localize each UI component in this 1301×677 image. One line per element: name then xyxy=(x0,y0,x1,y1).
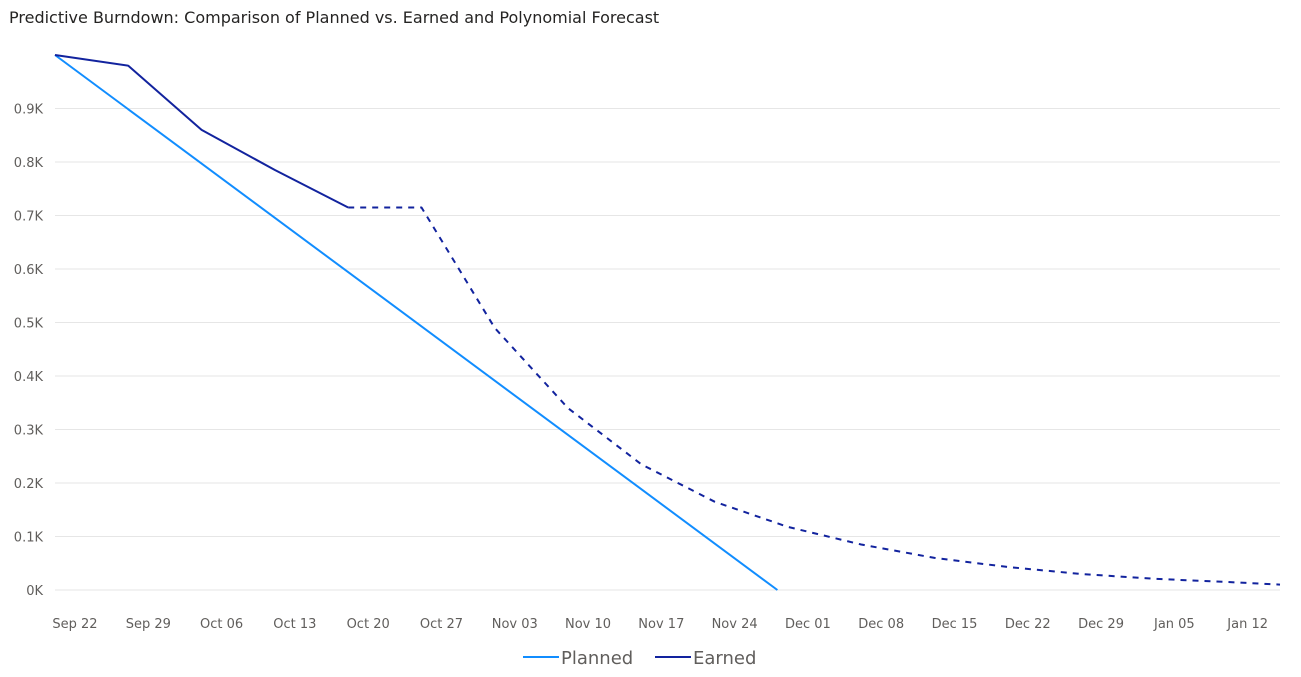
chart-title: Predictive Burndown: Comparison of Plann… xyxy=(9,8,660,27)
legend-item-earned[interactable]: Earned xyxy=(655,648,756,669)
x-axis-ticks: Sep 22 Sep 29 Oct 06 Oct 13 Oct 20 Oct 27 Nov … xyxy=(52,617,1268,632)
x-tick-label: Sep 22 xyxy=(52,617,97,632)
y-axis-ticks: 0K 0.1K 0.2K 0.3K 0.4K 0.5K 0.6K 0.7K 0.8K 0.9K xyxy=(14,103,44,600)
x-tick-label: Oct 13 xyxy=(273,617,316,632)
x-tick-label: Nov 03 xyxy=(492,617,538,632)
x-tick-label: Jan 05 xyxy=(1153,617,1195,632)
x-tick-label: Nov 10 xyxy=(565,617,611,632)
x-tick-label: Nov 17 xyxy=(638,617,684,632)
series-line-planned[interactable] xyxy=(54,54,778,591)
legend-label: Planned xyxy=(561,648,633,669)
y-tick-label: 0.5K xyxy=(14,317,44,332)
y-tick-label: 0.3K xyxy=(14,424,44,439)
y-tick-label: 0K xyxy=(26,584,43,599)
x-tick-label: Oct 27 xyxy=(420,617,463,632)
y-tick-label: 0.8K xyxy=(14,156,44,171)
x-tick-label: Sep 29 xyxy=(126,617,171,632)
y-tick-label: 0.4K xyxy=(14,370,44,385)
y-tick-label: 0.1K xyxy=(14,531,44,546)
y-tick-label: 0.6K xyxy=(14,263,44,278)
x-tick-label: Oct 20 xyxy=(347,617,390,632)
legend-item-planned[interactable]: Planned xyxy=(523,648,633,669)
x-tick-label: Nov 24 xyxy=(712,617,758,632)
x-tick-label: Dec 22 xyxy=(1005,617,1051,632)
x-tick-label: Dec 08 xyxy=(858,617,904,632)
gridlines xyxy=(55,108,1280,591)
legend[interactable]: Planned Earned xyxy=(523,648,756,669)
x-tick-label: Dec 15 xyxy=(932,617,978,632)
x-tick-label: Dec 01 xyxy=(785,617,831,632)
x-tick-label: Jan 12 xyxy=(1226,617,1268,632)
legend-label: Earned xyxy=(693,648,756,669)
y-tick-label: 0.7K xyxy=(14,210,44,225)
x-tick-label: Dec 29 xyxy=(1078,617,1124,632)
series-lines xyxy=(54,54,1281,591)
y-tick-label: 0.2K xyxy=(14,477,44,492)
x-tick-label: Oct 06 xyxy=(200,617,243,632)
series-line-earned[interactable] xyxy=(54,54,349,209)
y-tick-label: 0.9K xyxy=(14,103,44,118)
series-line-earned-forecast[interactable] xyxy=(348,206,1281,586)
